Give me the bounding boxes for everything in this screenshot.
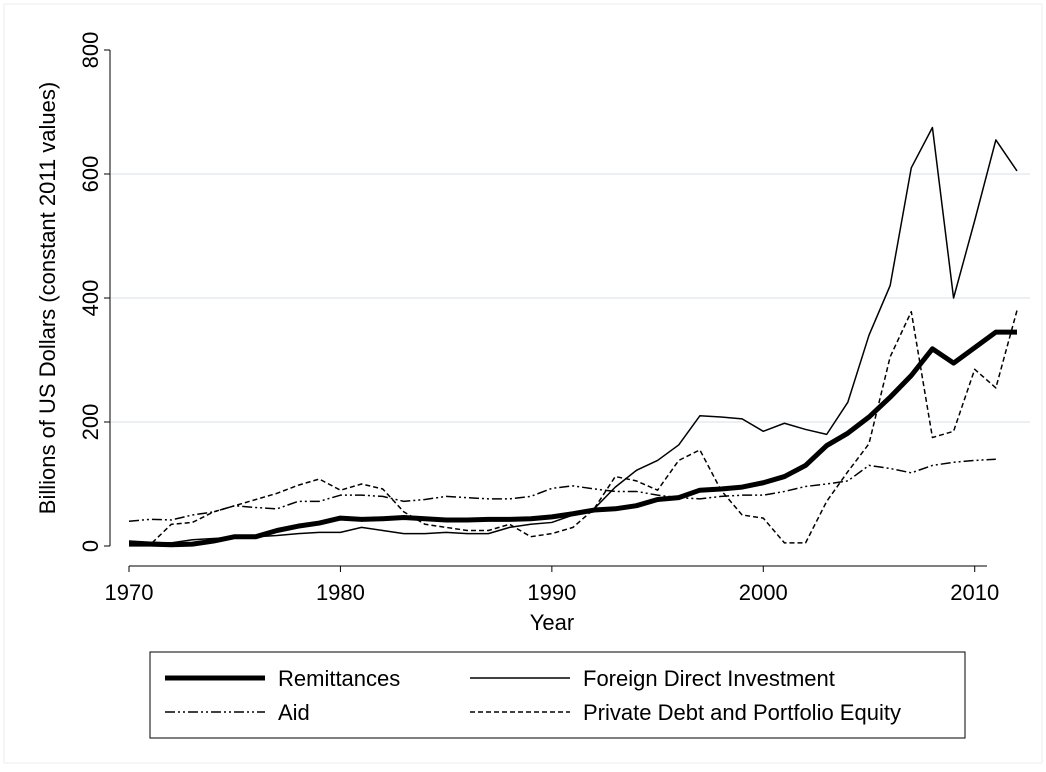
legend-box <box>149 651 966 739</box>
x-tick-label: 1980 <box>316 580 365 605</box>
x-tick-label: 2000 <box>739 580 788 605</box>
series-line <box>128 458 996 522</box>
frame <box>3 3 1043 764</box>
y-tick-label: 800 <box>78 32 103 69</box>
y-tick-label: 200 <box>78 404 103 441</box>
y-tick-label: 600 <box>78 156 103 193</box>
x-tick-label: 1990 <box>527 580 576 605</box>
legend-label: Aid <box>278 700 310 725</box>
legend-label: Remittances <box>278 666 400 691</box>
y-tick-label: 400 <box>78 280 103 317</box>
legend-label: Private Debt and Portfolio Equity <box>583 700 901 725</box>
y-axis-title: Billions of US Dollars (constant 2011 va… <box>35 82 60 514</box>
series-line <box>129 310 1018 546</box>
legend-label: Foreign Direct Investment <box>583 666 835 691</box>
x-tick-label: 2010 <box>950 580 999 605</box>
y-tick-label: 0 <box>78 540 103 552</box>
x-axis-title: Year <box>530 610 574 635</box>
series-line <box>129 329 1017 548</box>
series-line <box>128 126 1018 544</box>
x-tick-label: 1970 <box>105 580 154 605</box>
